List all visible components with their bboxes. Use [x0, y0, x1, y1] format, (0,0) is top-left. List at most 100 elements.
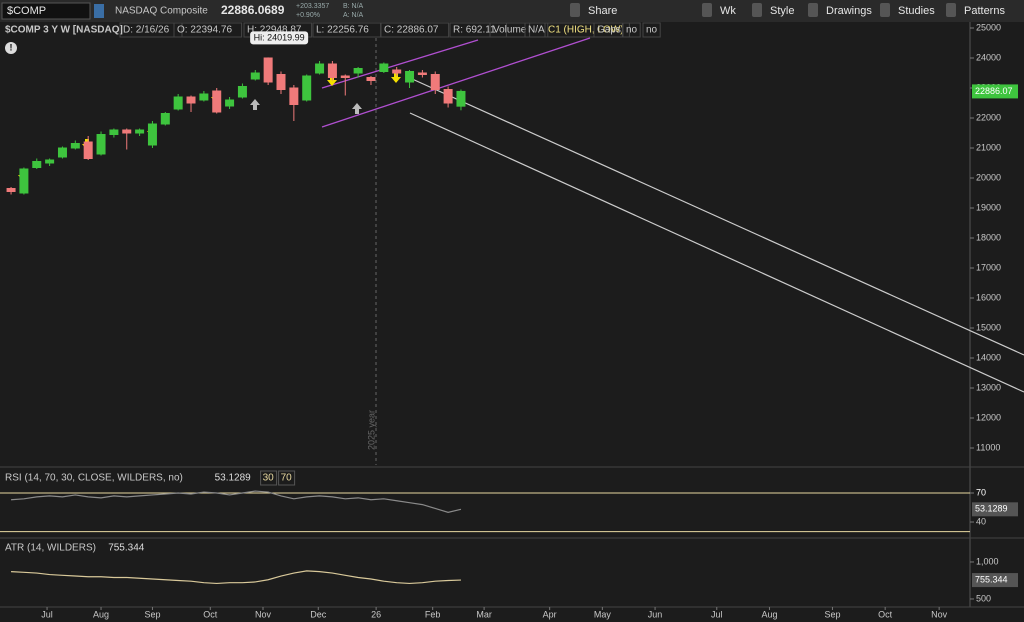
y-tick-label: 18000 — [976, 232, 1001, 242]
trend-line — [409, 77, 1024, 356]
x-tick-label: May — [594, 609, 612, 619]
y-tick-label: 1,000 — [976, 556, 999, 566]
candle-body — [405, 70, 415, 83]
study-value: 755.344 — [108, 543, 145, 554]
header-box — [544, 22, 630, 38]
candle-body — [186, 96, 196, 104]
header-item: R: 692.11 — [453, 25, 496, 36]
header-items: D: 2/16/26 O: 22394.76 H: 22948.87 L: 22256… — [119, 22, 661, 38]
value-tag — [972, 573, 1018, 588]
header-item: Volume — [493, 25, 527, 36]
toolbar-button-label[interactable]: Patterns — [964, 5, 1005, 17]
candle-body — [353, 67, 363, 74]
study-value: 53.1289 — [215, 473, 252, 484]
y-tick-label: 13000 — [976, 382, 1001, 392]
symbol[interactable]: $COMP — [7, 5, 46, 17]
toolbar-button-label[interactable]: Drawings — [826, 5, 872, 17]
header-item: no — [646, 25, 658, 36]
toolbar-button-label[interactable]: Share — [588, 5, 617, 17]
x-tick-label: Aug — [93, 609, 109, 619]
toolbar-button[interactable] — [570, 3, 580, 17]
candle-body — [212, 90, 222, 113]
candle-body — [366, 76, 376, 81]
x-tick-label: Jul — [41, 609, 53, 619]
x-tick-label: Sep — [144, 609, 160, 619]
toolbar-button[interactable] — [808, 3, 818, 17]
candle-body — [392, 69, 402, 74]
candle-body — [315, 63, 325, 74]
x-tick-label: Dec — [310, 609, 327, 619]
symbol-name: NASDAQ Composite — [115, 6, 208, 17]
candle-body — [70, 142, 80, 149]
header-item: Gaps — [597, 25, 621, 36]
toolbar-button[interactable] — [702, 3, 712, 17]
x-tick-label: Feb — [425, 609, 441, 619]
x-tick-label: Nov — [931, 609, 948, 619]
header-item: D: 2/16/26 — [123, 25, 170, 36]
ask: A: N/A — [343, 12, 364, 19]
change-pct: +0.90% — [296, 12, 320, 19]
header-box — [449, 22, 507, 38]
year-label: 2025 year — [366, 410, 376, 450]
y-tick-label: 70 — [976, 487, 986, 497]
header-item: no — [626, 25, 638, 36]
y-tick-label: 21000 — [976, 142, 1001, 152]
header-box — [593, 22, 623, 38]
annotation: Hi: 24019.99 — [254, 32, 305, 42]
toolbar-button[interactable] — [752, 3, 762, 17]
link-icon[interactable] — [94, 4, 104, 18]
study-title: RSI (14, 70, 30, CLOSE, WILDERS, no) — [5, 473, 183, 484]
header-item: C: 22886.07 — [384, 25, 439, 36]
candle-body — [250, 72, 260, 80]
study-line — [11, 570, 461, 585]
x-tick-label: Oct — [203, 609, 218, 619]
channel-line — [321, 37, 591, 128]
header-box — [489, 22, 531, 38]
candle-body — [456, 90, 466, 107]
study-title: $COMP 3 Y W [NASDAQ] — [5, 25, 123, 36]
symbol-box[interactable] — [1, 2, 91, 20]
y-tick-label: 19000 — [976, 202, 1001, 212]
candle-body — [57, 147, 67, 158]
candle-body — [443, 88, 453, 104]
value-tag-label: 755.344 — [975, 574, 1008, 584]
y-tick-label: 11000 — [976, 442, 1000, 452]
y-tick-label: 22000 — [976, 112, 1001, 122]
candle-body — [19, 168, 29, 194]
x-tick-label: Nov — [255, 609, 272, 619]
toolbar-button-label[interactable]: Style — [770, 5, 794, 17]
y-tick-label: 24000 — [976, 52, 1001, 62]
header-item: N/A — [528, 25, 545, 36]
candle-body — [32, 160, 42, 168]
toolbar-button-label[interactable]: Studies — [898, 5, 935, 17]
y-tick-label: 40 — [976, 516, 986, 526]
header-box — [119, 22, 183, 38]
alert-icon[interactable] — [5, 42, 17, 54]
header-box — [524, 22, 549, 38]
x-tick-label: Mar — [476, 609, 492, 619]
header-item: C1 (HIGH, LOW) — [548, 25, 624, 36]
toolbar-button-label[interactable]: Wk — [720, 5, 736, 17]
candle-body — [430, 73, 440, 90]
candle-body — [327, 63, 337, 78]
level-box — [278, 470, 296, 486]
candle-body — [417, 72, 427, 75]
y-tick-label: 16000 — [976, 292, 1001, 302]
header-box — [622, 22, 641, 38]
y-tick-label: 15000 — [976, 322, 1001, 332]
annotation-box — [250, 31, 309, 45]
level-label: 70 — [281, 473, 293, 484]
toolbar-button[interactable] — [946, 3, 956, 17]
candle-body — [45, 159, 55, 164]
y-tick-label: 17000 — [976, 262, 1001, 272]
value-tag — [972, 502, 1018, 517]
toolbar-button[interactable] — [880, 3, 890, 17]
header-box — [642, 22, 661, 38]
chart-layer: Jul Aug Sep Oct Nov Dec 26 Feb Mar Apr May Jun Jul Au… — [0, 22, 1018, 619]
study-title: ATR (14, WILDERS) — [5, 543, 96, 554]
x-tick-label: Jun — [648, 609, 663, 619]
y-tick-label: 25000 — [976, 22, 1001, 32]
price-tag — [972, 84, 1018, 99]
level-box — [260, 470, 278, 486]
bid: B: N/A — [343, 3, 364, 10]
